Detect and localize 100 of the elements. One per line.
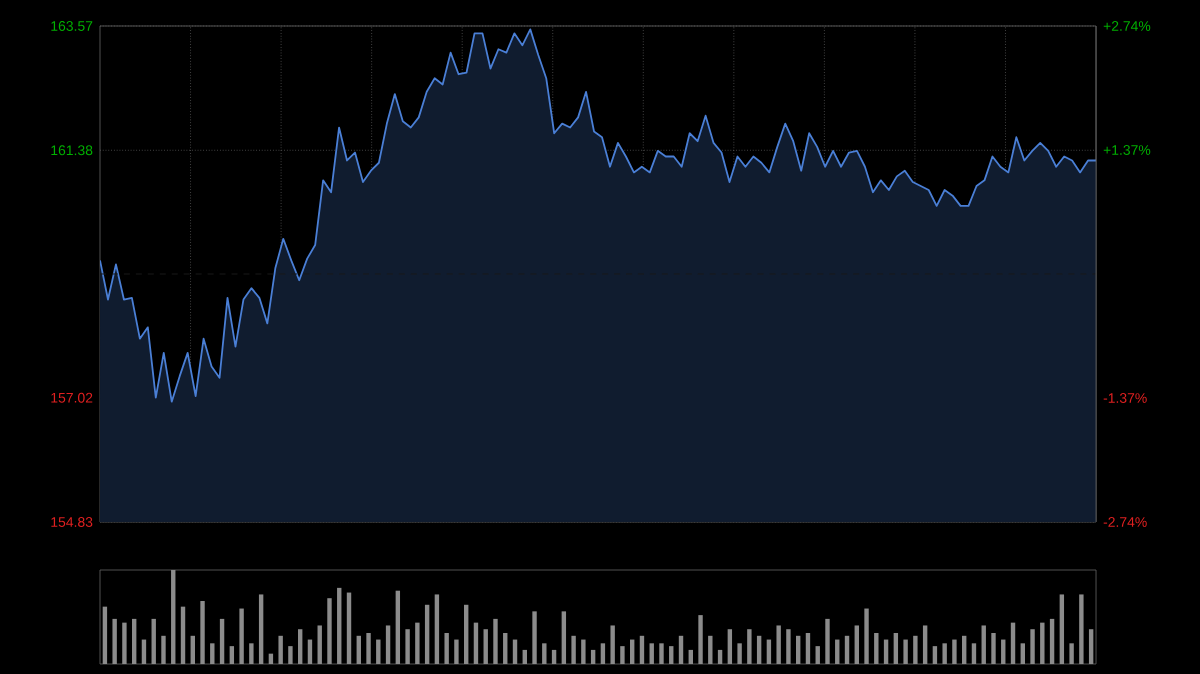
bar xyxy=(981,625,986,664)
bar xyxy=(835,639,840,664)
bar xyxy=(346,592,352,664)
bar xyxy=(1010,622,1016,664)
bar xyxy=(463,604,469,664)
bar xyxy=(131,618,137,664)
bar xyxy=(581,639,586,664)
bar xyxy=(102,606,108,664)
bar xyxy=(1020,643,1025,664)
bar xyxy=(161,635,166,664)
bar xyxy=(366,632,371,664)
bar xyxy=(786,629,791,664)
bar xyxy=(424,604,430,664)
bar xyxy=(708,635,713,664)
bar xyxy=(659,643,664,664)
bar xyxy=(688,649,693,664)
bar xyxy=(903,639,908,664)
bar xyxy=(571,635,576,664)
bar xyxy=(1059,594,1065,664)
bar xyxy=(444,632,449,664)
bar xyxy=(776,625,781,664)
bar xyxy=(756,635,762,664)
bar xyxy=(727,629,733,664)
bar xyxy=(922,625,928,664)
bar xyxy=(239,608,244,664)
bar xyxy=(219,618,225,664)
bar xyxy=(991,632,996,664)
bar xyxy=(874,632,879,664)
bar xyxy=(678,635,684,664)
bar xyxy=(415,622,420,664)
bar xyxy=(844,635,850,664)
bar xyxy=(1088,629,1094,664)
bar xyxy=(1079,594,1084,664)
bar xyxy=(649,643,654,664)
bar xyxy=(512,639,518,664)
bar xyxy=(669,646,674,664)
bar xyxy=(376,639,381,664)
bar xyxy=(825,618,830,664)
bar xyxy=(864,608,869,664)
bar xyxy=(766,639,772,664)
bar xyxy=(747,629,752,664)
bar xyxy=(1001,639,1006,664)
bar xyxy=(307,639,313,664)
bar xyxy=(961,635,967,664)
bar xyxy=(122,622,127,664)
bar xyxy=(1069,643,1074,664)
bar xyxy=(112,618,117,664)
bar xyxy=(737,643,742,664)
bar xyxy=(151,618,156,664)
bar xyxy=(883,639,889,664)
bar xyxy=(395,590,401,664)
bar xyxy=(278,635,283,664)
bar xyxy=(483,629,488,664)
bar xyxy=(171,570,176,664)
bar xyxy=(610,625,615,664)
bar xyxy=(405,629,410,664)
bar xyxy=(620,646,625,664)
bar xyxy=(327,598,332,664)
bar xyxy=(503,632,508,664)
bar xyxy=(229,646,235,664)
bar xyxy=(893,632,899,664)
bar xyxy=(551,649,557,664)
bar xyxy=(454,639,459,664)
bar xyxy=(180,606,186,664)
bar xyxy=(590,649,596,664)
bar xyxy=(913,635,918,664)
bar xyxy=(629,639,635,664)
bar xyxy=(297,629,303,664)
bar xyxy=(795,635,801,664)
bar xyxy=(1049,618,1055,664)
bar xyxy=(385,625,391,664)
bar xyxy=(600,643,606,664)
bar xyxy=(337,587,342,664)
bar xyxy=(854,625,859,664)
bar xyxy=(493,618,498,664)
bar xyxy=(434,594,440,664)
bar xyxy=(942,643,947,664)
bar xyxy=(522,649,527,664)
bar xyxy=(210,643,215,664)
bar xyxy=(249,643,254,664)
bar xyxy=(1030,629,1035,664)
bar xyxy=(288,646,293,664)
bar xyxy=(815,646,820,664)
bar xyxy=(952,639,957,664)
bar xyxy=(356,635,361,664)
bar xyxy=(542,643,547,664)
bar xyxy=(532,611,537,664)
bar xyxy=(698,615,703,664)
bar xyxy=(317,625,322,664)
bar xyxy=(971,643,977,664)
bar xyxy=(561,611,567,664)
bar xyxy=(258,594,264,664)
bar xyxy=(932,646,938,664)
bar xyxy=(805,632,811,664)
bar xyxy=(717,649,723,664)
bar xyxy=(1040,622,1045,664)
bar xyxy=(639,635,645,664)
bar xyxy=(141,639,147,664)
bar xyxy=(190,635,195,664)
bar xyxy=(473,622,479,664)
